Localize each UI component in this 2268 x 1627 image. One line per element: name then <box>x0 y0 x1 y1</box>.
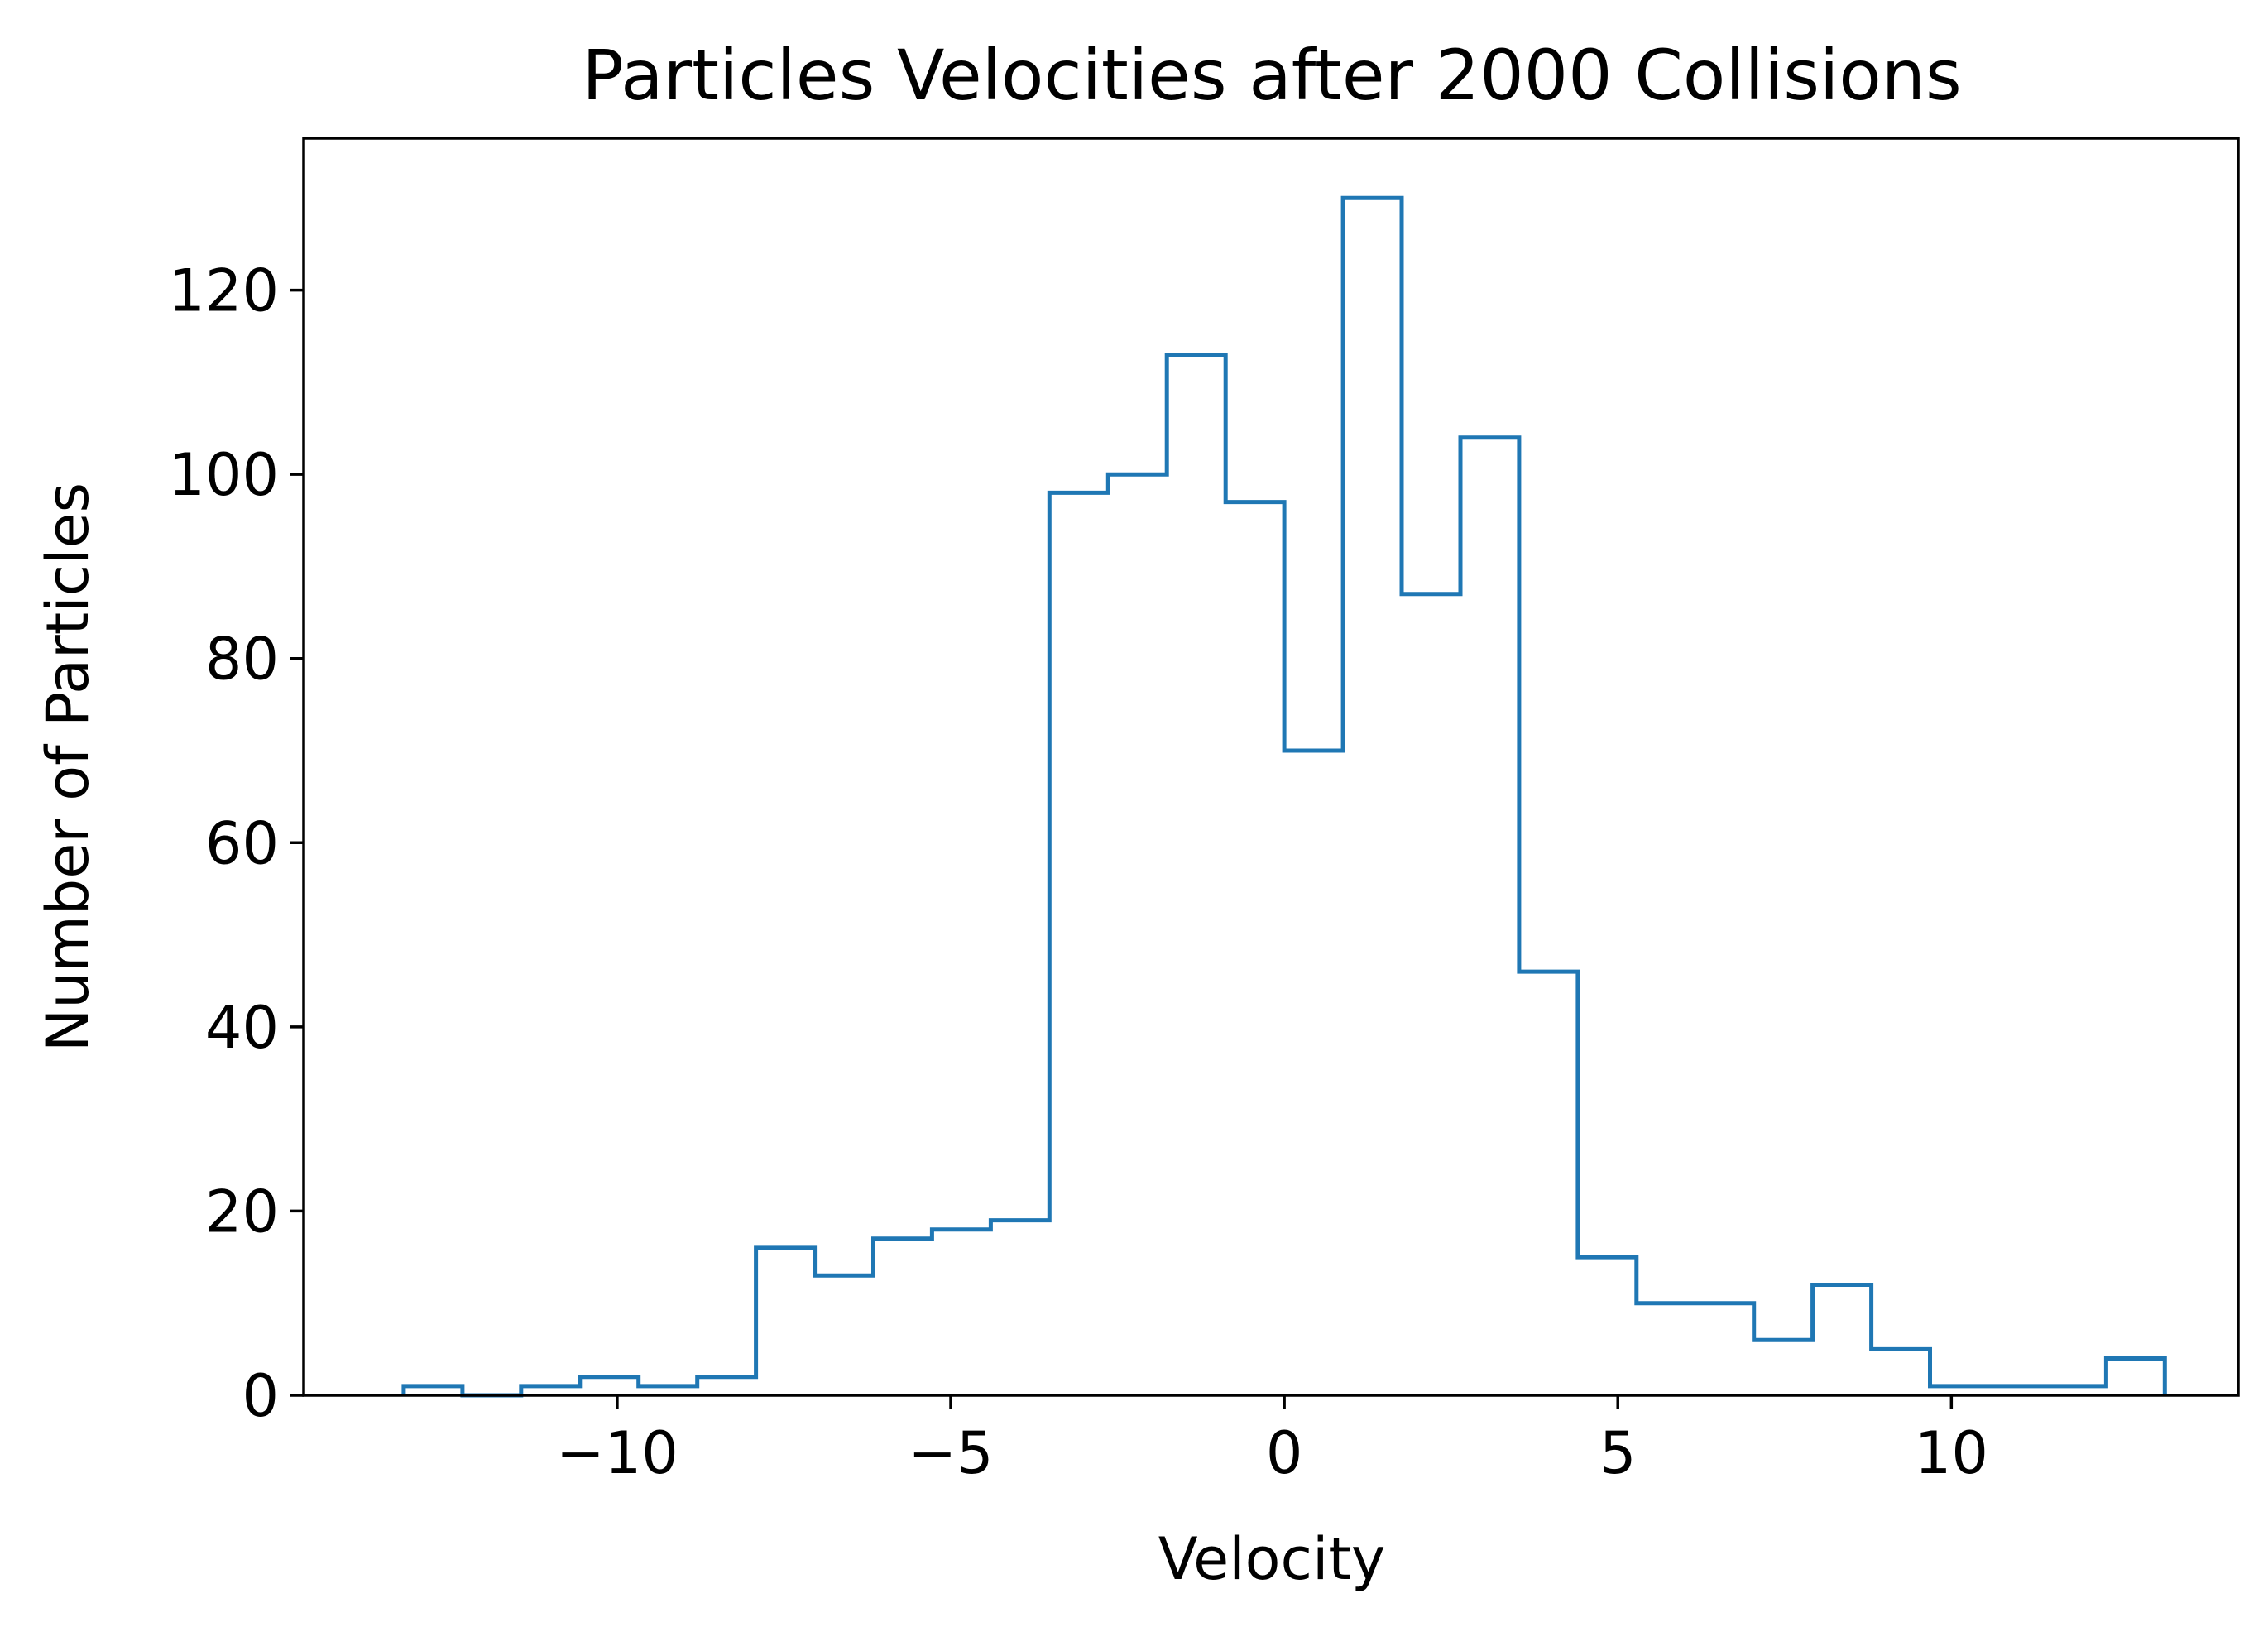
x-axis: −10 −5 0 5 10 <box>556 1395 1988 1487</box>
histogram-step-line <box>401 195 2167 1398</box>
y-tick-label: 120 <box>168 257 279 325</box>
y-tick-label: 80 <box>205 626 279 694</box>
x-tick-label: −5 <box>908 1419 993 1487</box>
y-axis-label: Number of Particles <box>34 482 102 1052</box>
x-tick-label: −10 <box>556 1419 678 1487</box>
y-tick-label: 0 <box>242 1362 279 1430</box>
y-tick-label: 40 <box>205 994 279 1062</box>
plot-frame <box>302 137 2240 1397</box>
y-tick-label: 20 <box>205 1178 279 1245</box>
chart-title: Particles Velocities after 2000 Collisio… <box>582 35 1962 116</box>
y-tick-label: 100 <box>168 441 279 509</box>
x-tick-label: 10 <box>1915 1419 1988 1487</box>
x-tick-label: 5 <box>1599 1419 1637 1487</box>
y-tick-label: 60 <box>205 809 279 877</box>
plot-area <box>302 137 2240 1398</box>
x-tick-label: 0 <box>1266 1419 1303 1487</box>
y-axis: 0 20 40 60 80 100 120 <box>168 257 304 1430</box>
x-axis-label: Velocity <box>1158 1525 1386 1593</box>
